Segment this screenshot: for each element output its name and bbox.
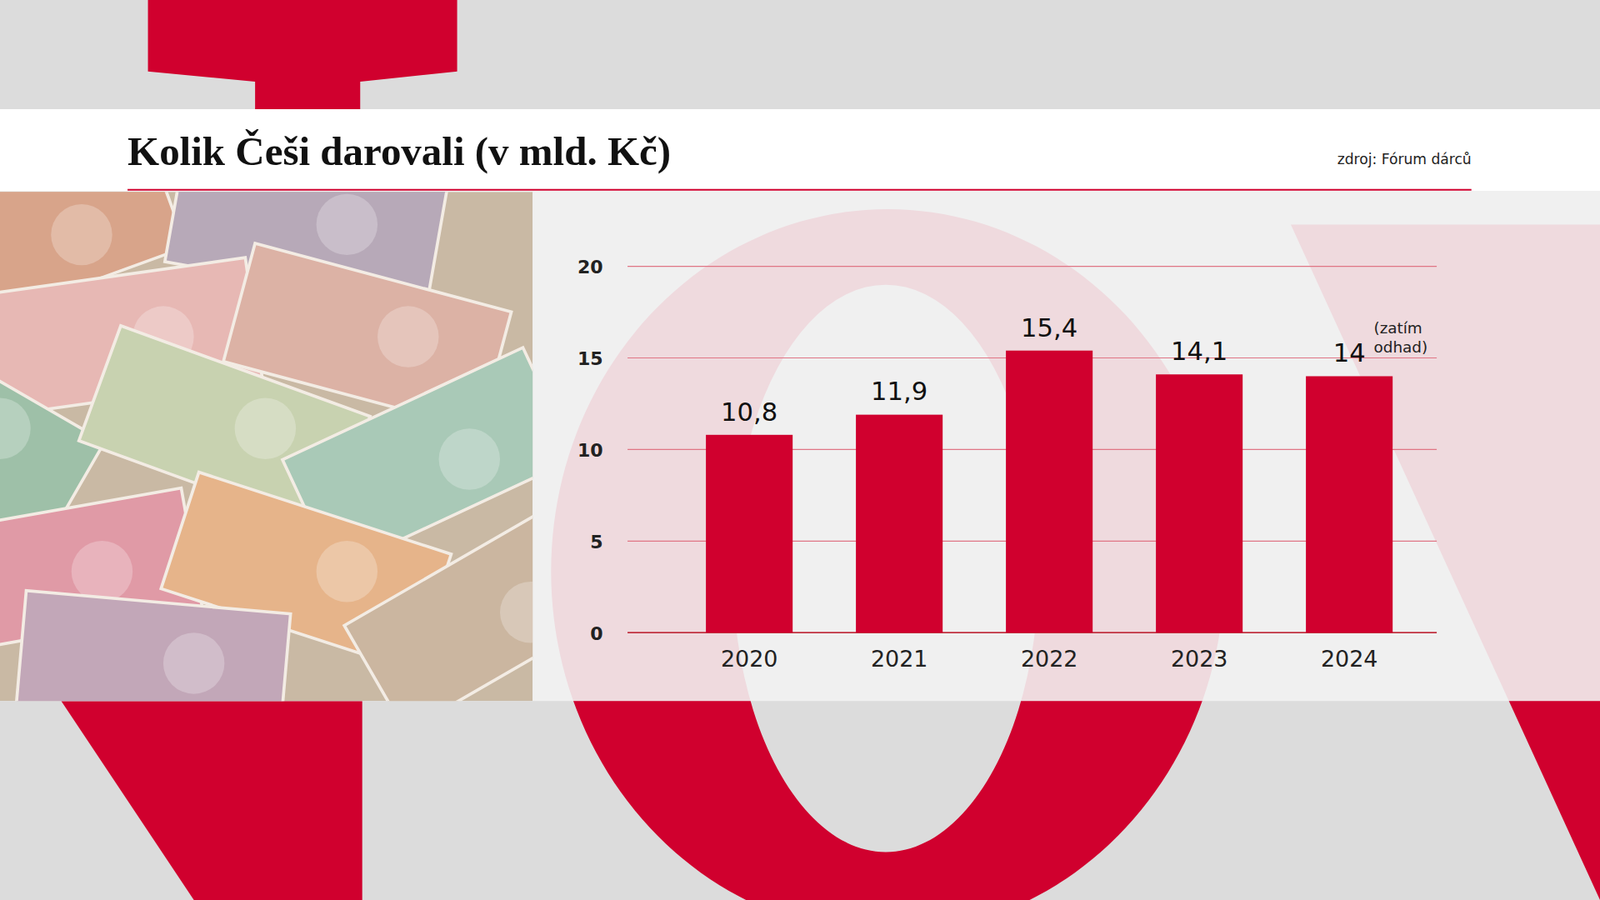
logo-top	[148, 0, 458, 110]
annotation-line: odhad)	[1374, 338, 1429, 356]
banknotes-image	[0, 191, 533, 701]
x-tick-label: 2020	[720, 645, 779, 672]
root: Kolik Češi darovali (v mld. Kč) zdroj: Fó…	[0, 0, 1600, 900]
bar	[1155, 374, 1243, 633]
banknote-detail	[500, 581, 533, 643]
banknote-detail	[0, 398, 31, 460]
background	[0, 0, 1600, 900]
x-tick-label: 2021	[870, 645, 929, 672]
y-tick-label: 10	[577, 440, 604, 461]
banknote	[15, 590, 291, 701]
x-tick-label: 2023	[1170, 645, 1229, 672]
bar	[705, 435, 793, 633]
banknote-detail	[163, 632, 225, 694]
bars	[705, 350, 1393, 633]
annotation: (zatímodhad)	[1374, 319, 1429, 356]
banknote-detail	[316, 540, 378, 602]
banknote	[344, 492, 533, 701]
annotation-line: (zatím	[1374, 319, 1423, 337]
bar	[855, 415, 943, 634]
banknote-detail	[50, 204, 112, 265]
data-label: 11,9	[870, 376, 928, 406]
banknote-detail	[439, 428, 500, 490]
logo-left	[60, 700, 362, 900]
title-rule	[127, 189, 1472, 191]
data-label: 15,4	[1020, 313, 1078, 343]
data-label: 14	[1333, 338, 1366, 368]
y-tick-label: 0	[590, 623, 603, 645]
bar	[1005, 350, 1093, 633]
y-tick-label: 15	[577, 348, 604, 370]
title-band	[0, 109, 1600, 191]
source: zdroj: Fórum dárců	[1337, 150, 1472, 168]
x-tick-label: 2024	[1320, 645, 1379, 672]
banknote-detail	[316, 194, 378, 255]
banknote-detail	[71, 540, 133, 602]
grid-line	[627, 265, 1437, 267]
y-tick-label: 5	[590, 531, 603, 553]
data-label: 10,8	[720, 397, 778, 427]
title: Kolik Češi darovali (v mld. Kč)	[127, 128, 671, 175]
bar	[1305, 375, 1393, 633]
banknote-detail	[235, 398, 296, 460]
data-label: 14,1	[1170, 336, 1228, 366]
banknote-detail	[377, 305, 439, 367]
x-tick-label: 2022	[1020, 645, 1079, 672]
y-tick-label: 20	[577, 256, 604, 278]
canvas: Kolik Češi darovali (v mld. Kč) zdroj: Fó…	[0, 0, 1600, 900]
